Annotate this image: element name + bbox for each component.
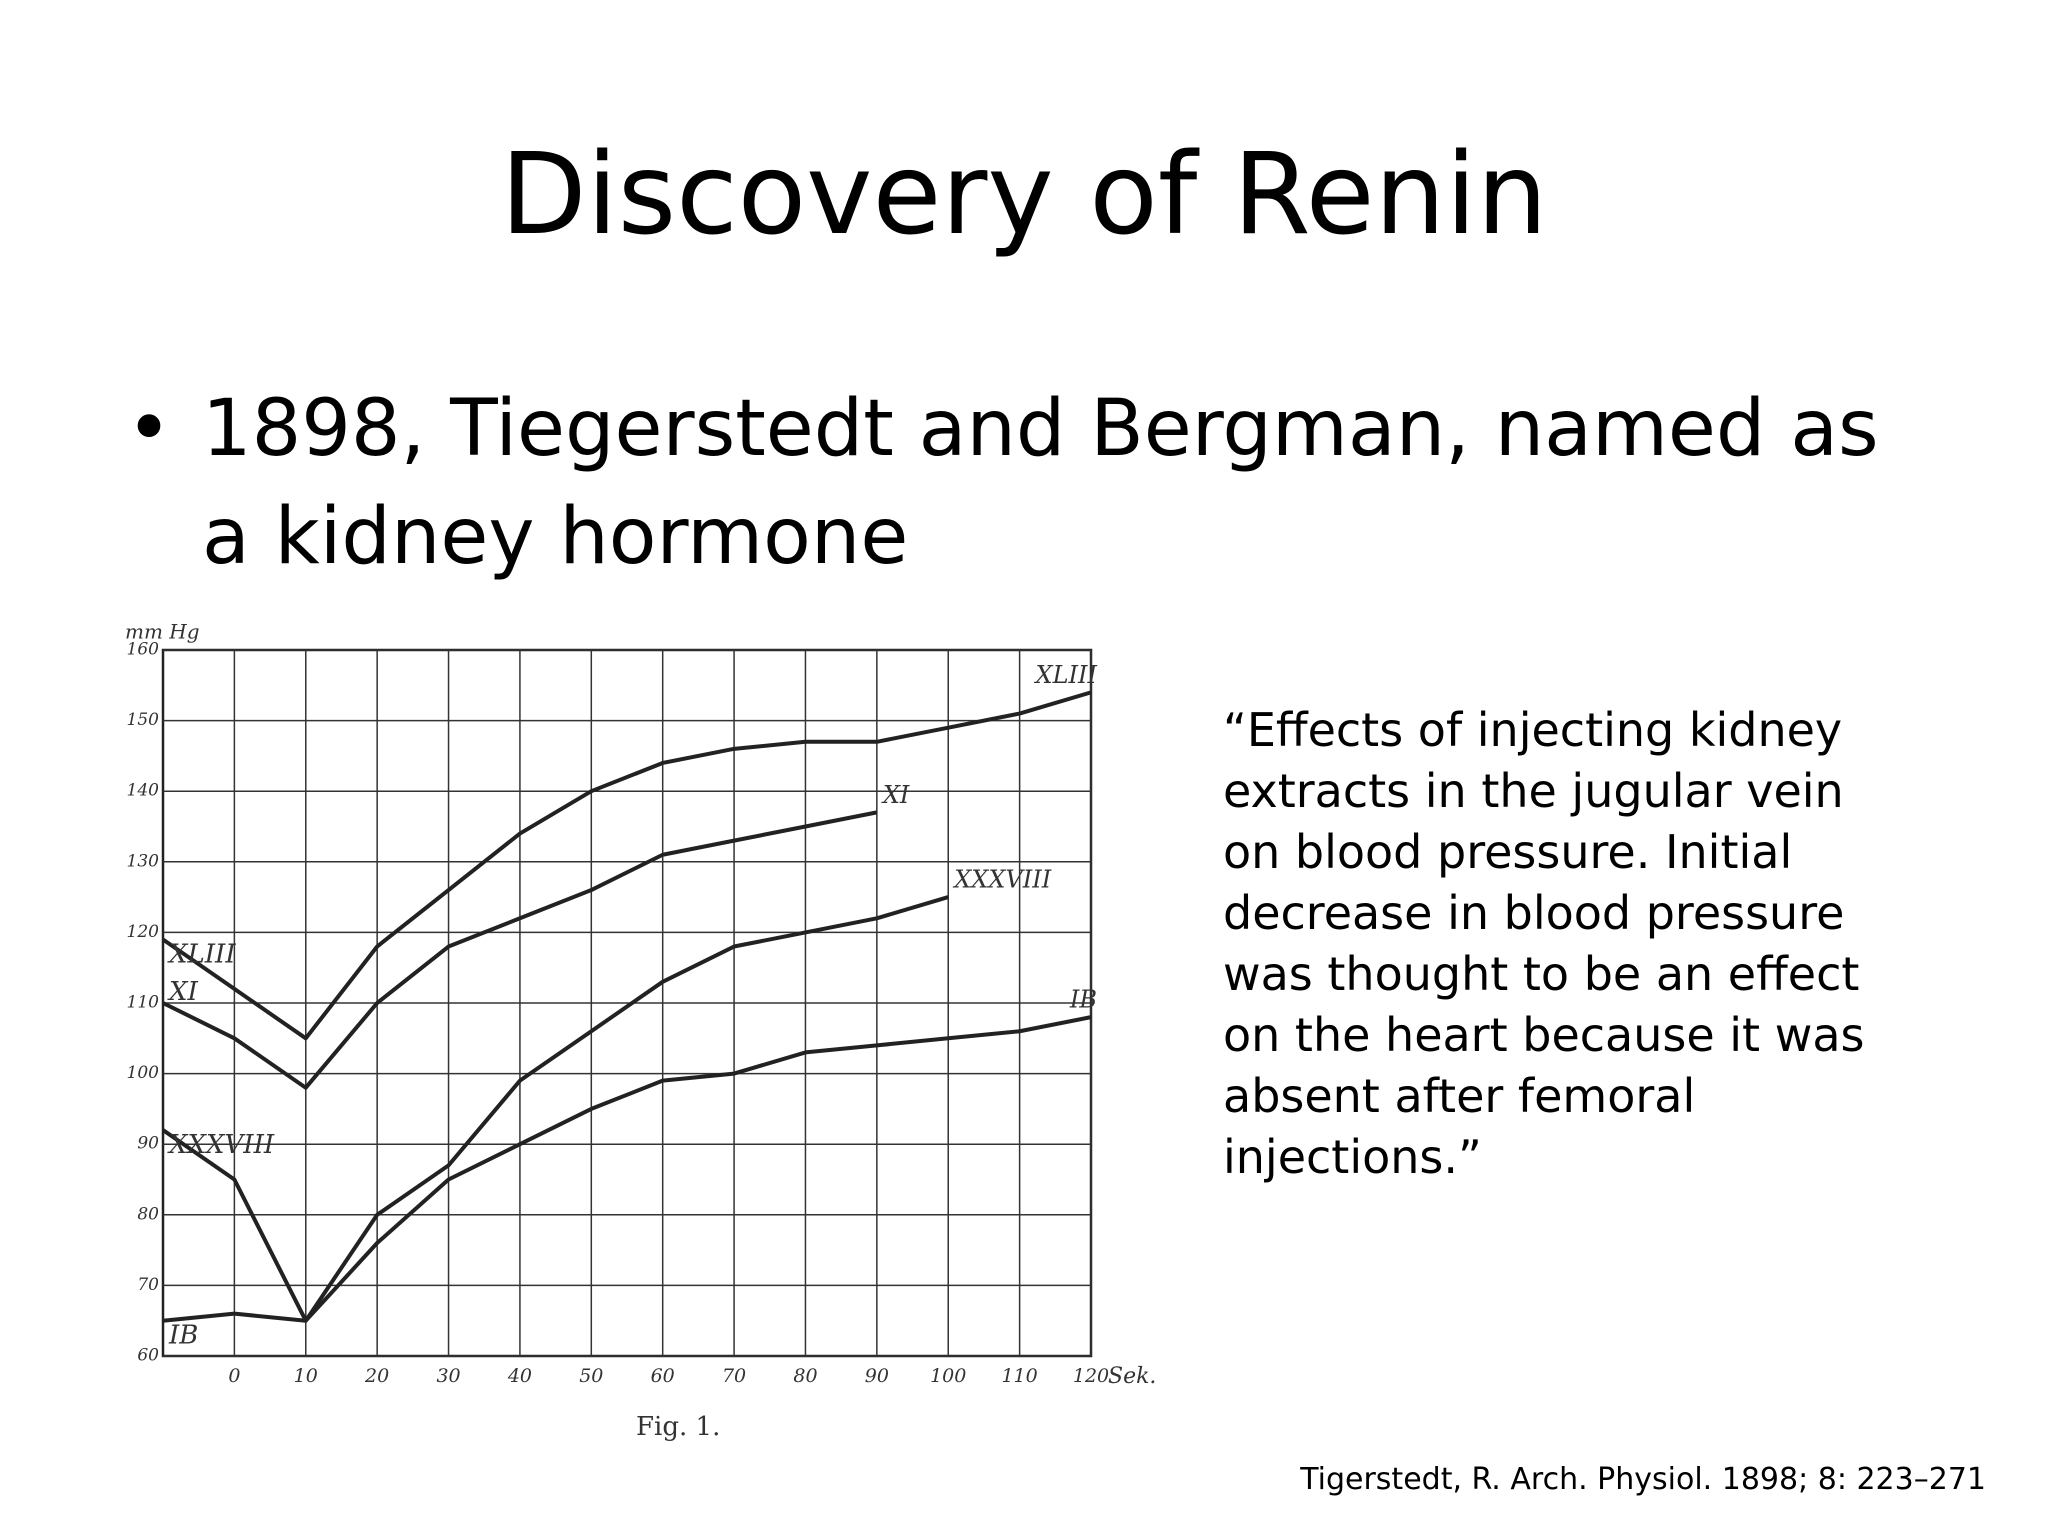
series-line: [161, 690, 1092, 1041]
y-tick-label: 70: [137, 1275, 159, 1295]
series-label: XLIII: [1034, 661, 1098, 689]
series-label: IB: [1069, 986, 1097, 1014]
y-tick-label: 100: [127, 1063, 160, 1083]
x-tick-label: 120: [1073, 1365, 1109, 1387]
x-tick-label: 30: [436, 1365, 460, 1387]
x-tick-label: 10: [294, 1365, 318, 1387]
x-tick-label: 60: [651, 1365, 675, 1387]
y-tick-label: 90: [137, 1134, 159, 1154]
series-line: [162, 810, 878, 1090]
x-tick-label: 100: [930, 1365, 966, 1387]
series-label: XI: [881, 781, 910, 809]
series-label: XI: [167, 977, 199, 1007]
x-axis-label: Sek.: [1108, 1364, 1156, 1389]
y-tick-label: 140: [127, 781, 160, 801]
y-axis-label: mm Hg: [125, 620, 200, 644]
y-tick-label: 80: [137, 1204, 159, 1224]
bullet-marker: •: [126, 384, 173, 474]
quote: “Effects of injecting kidney extracts in…: [1223, 703, 1865, 1184]
x-tick-label: 90: [865, 1365, 889, 1387]
series-line: [161, 895, 949, 1323]
series-label: XXXVIII: [952, 866, 1052, 894]
y-tick-label: 160: [127, 640, 160, 660]
series-line: [162, 1015, 1092, 1323]
x-tick-label: 0: [228, 1365, 240, 1387]
x-tick-label: 20: [364, 1365, 389, 1387]
series-label: XLIII: [167, 939, 236, 969]
x-tick-label: 80: [793, 1365, 817, 1387]
y-tick-label: 120: [127, 922, 160, 942]
figure-caption: Fig. 1.: [636, 1412, 720, 1442]
series-label: XXXVIII: [167, 1130, 275, 1160]
slide-title: Discovery of Renin: [500, 130, 1548, 260]
y-tick-label: 150: [127, 710, 160, 730]
y-tick-label: 60: [137, 1346, 159, 1366]
x-tick-label: 50: [579, 1365, 603, 1387]
citation: Tigerstedt, R. Arch. Physiol. 1898; 8: 2…: [1300, 1462, 1986, 1497]
x-tick-label: 70: [722, 1365, 746, 1387]
x-tick-label: 40: [507, 1365, 532, 1387]
y-tick-label: 130: [127, 851, 160, 871]
y-tick-label: 110: [127, 993, 160, 1013]
bullet-text: 1898, Tiegerstedt and Bergman, named as …: [202, 384, 1879, 582]
series-label: IB: [168, 1321, 198, 1351]
x-tick-label: 110: [1001, 1365, 1037, 1387]
